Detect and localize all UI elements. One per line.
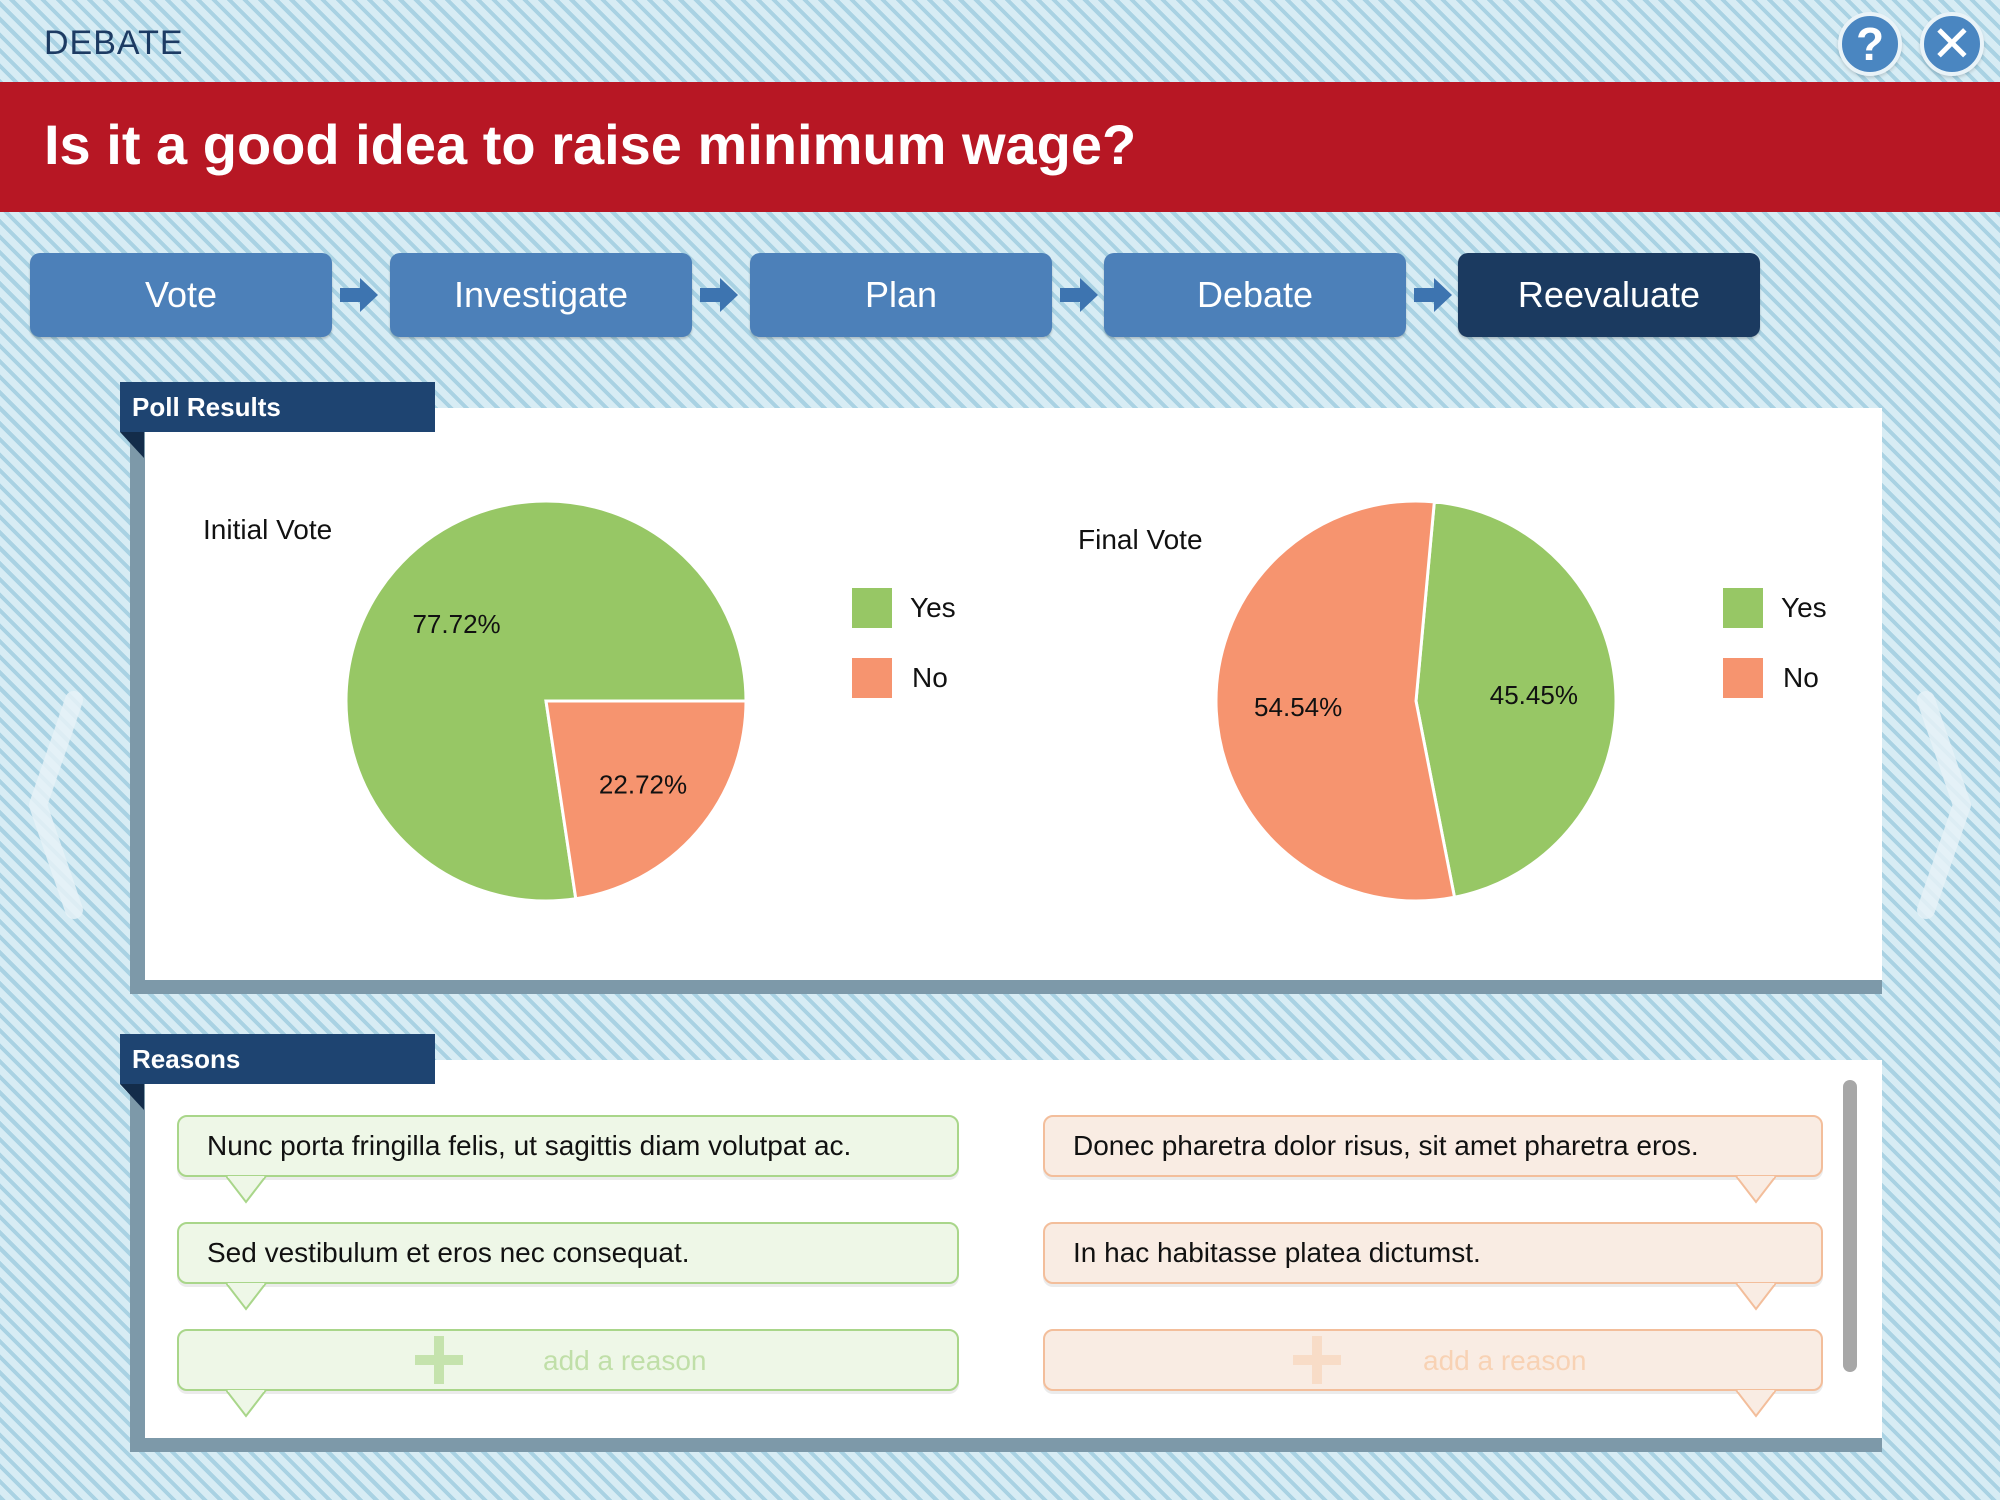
pie-label-yes: 45.45% [1490,680,1578,710]
step-debate[interactable]: Debate [1104,253,1406,337]
help-button[interactable]: ? [1838,12,1902,76]
initial-vote-pie: 77.72% 22.72% [344,499,748,903]
add-reason-placeholder: add a reason [1423,1345,1587,1376]
add-no-reason-field[interactable]: add a reason [1043,1329,1823,1391]
close-icon: ✕ [1931,16,1973,72]
arrow-right-icon [340,278,378,312]
tab-fold [120,432,144,458]
chevron-left-icon[interactable] [24,690,94,920]
bubble-tail [226,1390,267,1418]
legend-swatch-yes [852,588,892,628]
pie-label-yes: 77.72% [412,609,500,639]
step-investigate[interactable]: Investigate [390,253,692,337]
final-vote-title: Final Vote [1078,524,1203,555]
pie-label-no: 54.54% [1254,692,1342,722]
no-reason-item[interactable]: In hac habitasse platea dictumst. [1043,1222,1823,1284]
pie-slice-yes [1414,500,1618,900]
no-reason-item[interactable]: Donec pharetra dolor risus, sit amet pha… [1043,1115,1823,1177]
legend-swatch-no [1723,658,1763,698]
step-plan[interactable]: Plan [750,253,1052,337]
arrow-right-icon [700,278,738,312]
legend-label-no: No [912,662,948,693]
tab-fold [120,1084,144,1110]
legend-label-yes: Yes [1781,592,1827,623]
yes-reason-text: Nunc porta fringilla felis, ut sagittis … [207,1130,852,1161]
question-title: Is it a good idea to raise minimum wage? [44,113,1137,176]
poll-panel: Initial Vote 77.72% 22.72% Yes No Final V… [145,408,1882,980]
legend-label-yes: Yes [910,592,956,623]
legend-swatch-no [852,658,892,698]
add-yes-reason-field[interactable]: add a reason [177,1329,959,1391]
pie-label-no: 22.72% [599,769,687,799]
step-reevaluate[interactable]: Reevaluate [1458,253,1760,337]
chevron-right-icon[interactable] [1906,690,1976,920]
arrow-right-icon [1060,278,1098,312]
final-vote-pie: 45.45% 54.54% [1214,499,1618,903]
pie-slice-no [544,699,748,901]
reasons-tab: Reasons [120,1034,435,1084]
no-reason-text: In hac habitasse platea dictumst. [1073,1237,1481,1268]
reasons-scrollbar[interactable] [1843,1080,1857,1372]
legend-label-no: No [1783,662,1819,693]
bubble-tail [1735,1176,1776,1204]
pie-slice-no [1214,499,1457,903]
yes-reason-item[interactable]: Nunc porta fringilla felis, ut sagittis … [177,1115,959,1177]
bubble-tail [1735,1283,1776,1311]
help-icon: ? [1855,18,1885,70]
initial-vote-title: Initial Vote [203,514,333,545]
question-banner: Is it a good idea to raise minimum wage? [0,82,2000,212]
arrow-right-icon [1414,278,1452,312]
bubble-tail [226,1283,267,1311]
plus-icon [1293,1336,1341,1384]
plus-icon [415,1336,463,1384]
poll-results-tab: Poll Results [120,382,435,432]
add-reason-placeholder: add a reason [543,1345,707,1376]
yes-reason-item[interactable]: Sed vestibulum et eros nec consequat. [177,1222,959,1284]
bubble-tail [1735,1390,1776,1418]
legend-swatch-yes [1723,588,1763,628]
bubble-tail [226,1176,267,1204]
close-button[interactable]: ✕ [1920,12,1984,76]
yes-reason-text: Sed vestibulum et eros nec consequat. [207,1237,690,1268]
step-vote[interactable]: Vote [30,253,332,337]
no-reason-text: Donec pharetra dolor risus, sit amet pha… [1073,1130,1699,1161]
app-title: DEBATE [44,24,184,62]
